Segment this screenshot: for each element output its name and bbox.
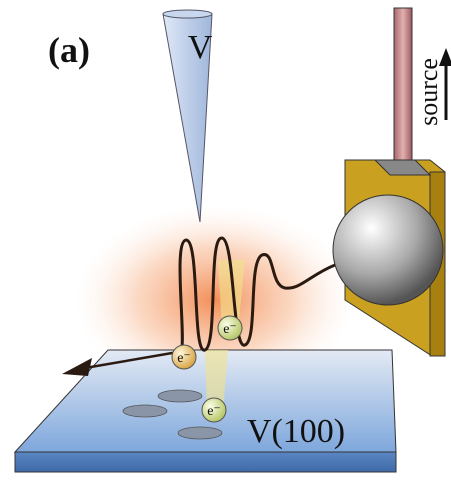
adsorbate <box>158 390 202 402</box>
sphere <box>333 195 443 305</box>
surface-side <box>15 452 396 472</box>
source-label: source <box>414 58 443 126</box>
tip-label: V <box>188 29 213 66</box>
surface-label: V(100) <box>247 413 345 450</box>
adsorbate <box>123 405 167 417</box>
adsorbate <box>178 427 222 439</box>
electron-label: e⁻ <box>223 322 237 337</box>
rod <box>394 8 412 168</box>
electron-label: e⁻ <box>207 404 221 419</box>
arrowhead <box>62 358 92 376</box>
illustration: V source e⁻ e⁻ e⁻ (a) V(100) <box>0 0 451 488</box>
tip-top <box>163 10 212 18</box>
panel-label: (a) <box>48 30 90 70</box>
electron-label: e⁻ <box>177 351 191 366</box>
arrowhead <box>439 48 451 66</box>
